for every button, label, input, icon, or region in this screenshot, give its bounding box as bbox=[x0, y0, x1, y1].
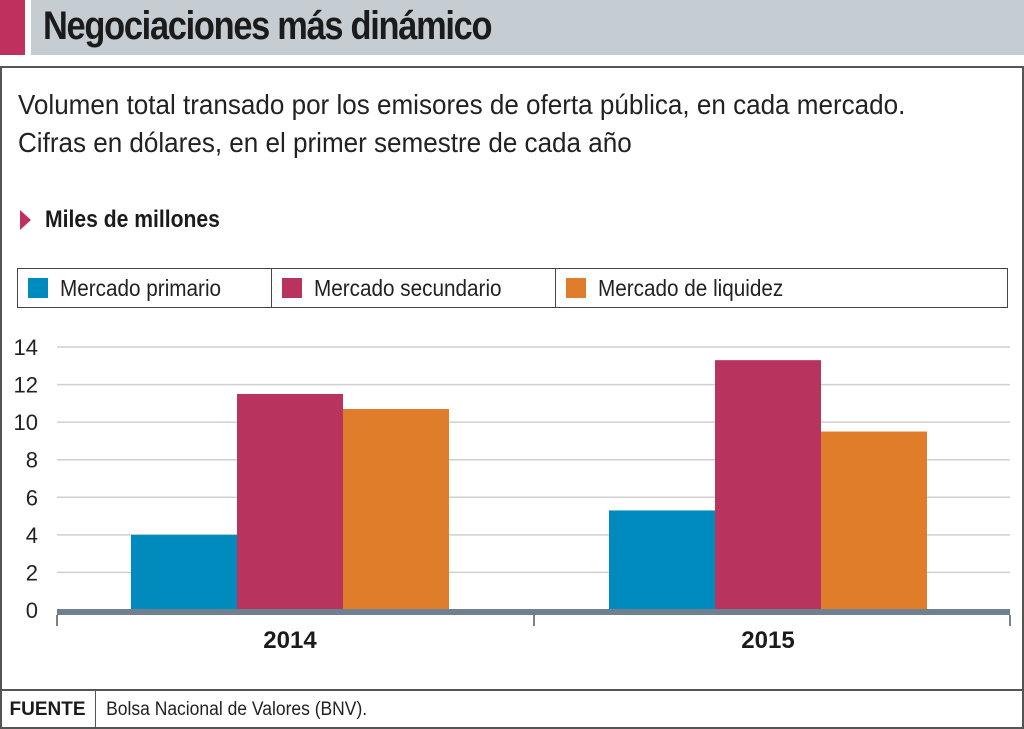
unit-label: Miles de millones bbox=[45, 206, 220, 233]
legend-label-primario: Mercado primario bbox=[60, 274, 222, 301]
bar-2015-mercado-primario bbox=[609, 510, 715, 610]
legend-swatch-secundario bbox=[282, 278, 302, 298]
legend-item-primario: Mercado primario bbox=[18, 269, 272, 307]
y-tick-label-12: 12 bbox=[14, 373, 38, 398]
x-axis-line bbox=[57, 609, 1010, 615]
title-accent-block bbox=[0, 0, 25, 55]
y-tick-label-14: 14 bbox=[14, 335, 38, 360]
y-tick-label-4: 4 bbox=[26, 523, 38, 548]
source-key: FUENTE bbox=[0, 691, 96, 729]
bars bbox=[131, 360, 927, 610]
legend: Mercado primario Mercado secundario Merc… bbox=[17, 268, 1008, 308]
legend-item-liquidez: Mercado de liquidez bbox=[556, 269, 1007, 307]
y-axis-ticks: 0 2 4 6 8 10 12 14 bbox=[14, 335, 38, 623]
triangle-right-icon bbox=[20, 210, 31, 230]
chart-frame bbox=[0, 66, 1024, 729]
x-axis-labels: 2014 2015 bbox=[263, 627, 794, 654]
x-category-label-2014: 2014 bbox=[263, 627, 317, 654]
source-value: Bolsa Nacional de Valores (BNV). bbox=[106, 699, 368, 720]
y-tick-label-6: 6 bbox=[26, 485, 38, 510]
bar-2014-mercado-secundario bbox=[237, 393, 343, 610]
x-category-label-2015: 2015 bbox=[741, 627, 794, 654]
bar-2014-mercado-primario bbox=[131, 534, 237, 610]
legend-label-liquidez: Mercado de liquidez bbox=[598, 274, 784, 301]
legend-swatch-liquidez bbox=[566, 278, 586, 298]
x-axis bbox=[56, 609, 1011, 626]
legend-label-secundario: Mercado secundario bbox=[314, 274, 502, 301]
legend-swatch-primario bbox=[28, 278, 48, 298]
bar-2014-mercado-de-liquidez bbox=[343, 408, 449, 610]
source-bar: FUENTE Bolsa Nacional de Valores (BNV). bbox=[0, 689, 1024, 729]
bar-chart: 0 2 4 6 8 10 12 14 2014 2015 bbox=[14, 335, 1011, 654]
unit-row: Miles de millones bbox=[20, 205, 244, 235]
bar-2015-mercado-de-liquidez bbox=[821, 431, 927, 610]
chart-title: Negociaciones más dinámico bbox=[43, 4, 493, 48]
y-tick-label-2: 2 bbox=[26, 560, 38, 585]
title-bar: Negociaciones más dinámico bbox=[0, 0, 1024, 56]
y-tick-label-0: 0 bbox=[26, 598, 38, 623]
y-tick-label-10: 10 bbox=[14, 410, 38, 435]
legend-item-secundario: Mercado secundario bbox=[272, 269, 556, 307]
title-background bbox=[31, 0, 1024, 55]
y-tick-label-8: 8 bbox=[26, 448, 38, 473]
chart-subtitle: Volumen total transado por los emisores … bbox=[18, 89, 906, 158]
bar-2015-mercado-secundario bbox=[715, 360, 821, 610]
